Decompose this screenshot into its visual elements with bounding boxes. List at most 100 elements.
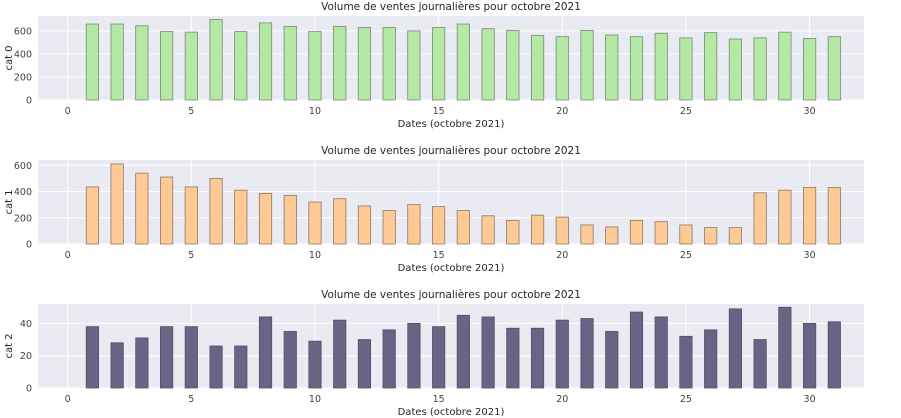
bar <box>209 345 223 389</box>
bar <box>481 316 495 389</box>
y-tick-label: 40 <box>20 319 32 330</box>
bar <box>530 35 545 101</box>
bar <box>778 31 792 101</box>
x-tick-label: 25 <box>680 394 692 405</box>
chart-title: Volume de ventes journalières pour octob… <box>321 289 581 301</box>
subplot-1: 0 200 400 600 0 5 10 15 20 25 30 Volume de ventes j… <box>4 145 864 274</box>
y-tick-label: 0 <box>26 240 32 251</box>
bar <box>753 339 767 389</box>
bar <box>283 331 297 389</box>
bar <box>679 335 693 389</box>
bar <box>407 322 421 389</box>
bar <box>728 227 742 245</box>
y-tick-label: 0 <box>26 96 32 107</box>
bar <box>135 172 149 245</box>
bar <box>654 316 668 389</box>
bar <box>605 331 619 389</box>
bar <box>333 25 347 101</box>
bar <box>357 27 372 101</box>
bar <box>160 326 174 389</box>
bar <box>357 339 372 389</box>
x-tick-label: 0 <box>65 394 71 405</box>
bar <box>827 321 841 389</box>
y-axis-label: cat 2 <box>4 333 15 358</box>
plot-area <box>38 304 864 388</box>
bar <box>629 311 644 389</box>
bar <box>555 36 569 101</box>
bar <box>679 37 693 101</box>
y-axis-label: cat 1 <box>4 189 15 214</box>
bar <box>382 329 396 389</box>
bar <box>308 31 322 101</box>
bar <box>654 32 668 101</box>
x-tick-label: 10 <box>309 106 321 117</box>
bar <box>555 319 569 389</box>
bar <box>184 186 198 245</box>
bar <box>258 193 273 245</box>
y-axis-label: cat 0 <box>4 45 15 70</box>
bar <box>308 201 322 245</box>
x-axis-label: Dates (octobre 2021) <box>398 119 505 130</box>
plot-area <box>38 160 864 244</box>
bar <box>258 316 273 389</box>
bar <box>308 340 322 389</box>
bar <box>357 205 372 245</box>
bar <box>654 221 668 245</box>
bar <box>580 224 594 245</box>
bar <box>135 25 149 101</box>
bar <box>704 227 718 245</box>
subplot-2: 0 20 40 0 5 10 15 20 25 30 Volume de ventes journa… <box>4 289 864 418</box>
bar <box>456 210 470 245</box>
bar <box>753 192 767 245</box>
x-tick-label: 5 <box>188 106 194 117</box>
bar <box>110 23 124 101</box>
bar <box>209 19 223 101</box>
x-tick-label: 30 <box>804 106 816 117</box>
x-tick-label: 0 <box>65 250 71 261</box>
bar <box>234 189 248 245</box>
bar <box>506 29 520 101</box>
x-tick-label: 25 <box>680 106 692 117</box>
x-tick-label: 20 <box>556 106 568 117</box>
bar <box>605 226 619 245</box>
y-tick-label: 600 <box>14 26 32 37</box>
bar <box>679 224 693 245</box>
y-tick-label: 400 <box>14 49 32 60</box>
bar <box>333 319 347 389</box>
y-tick-label: 20 <box>20 351 32 362</box>
bar <box>283 195 297 245</box>
y-tick-label: 400 <box>14 187 32 198</box>
bar <box>85 23 99 101</box>
bar <box>234 345 248 389</box>
bar <box>778 306 792 389</box>
bar <box>407 30 421 101</box>
bar <box>110 342 124 389</box>
bar <box>456 314 470 389</box>
x-tick-label: 25 <box>680 250 692 261</box>
bar <box>135 337 149 389</box>
bar <box>803 187 817 245</box>
bar <box>753 37 767 101</box>
x-tick-label: 20 <box>556 250 568 261</box>
x-tick-label: 5 <box>188 250 194 261</box>
plot-area <box>38 16 864 100</box>
y-tick-label: 0 <box>26 384 32 395</box>
bar <box>110 163 124 245</box>
bar <box>704 329 718 389</box>
bar <box>580 318 594 389</box>
y-tick-label: 200 <box>14 213 32 224</box>
bar <box>629 36 644 101</box>
bar <box>184 326 198 389</box>
bar <box>605 34 619 101</box>
x-tick-label: 15 <box>433 394 445 405</box>
x-axis-label: Dates (octobre 2021) <box>398 263 505 274</box>
bar <box>580 29 594 101</box>
x-tick-label: 15 <box>433 106 445 117</box>
bar <box>704 32 718 101</box>
chart-title: Volume de ventes journalières pour octob… <box>321 1 581 13</box>
bar <box>456 23 470 101</box>
bar <box>803 322 817 389</box>
x-tick-label: 30 <box>804 250 816 261</box>
x-tick-label: 0 <box>65 106 71 117</box>
bar <box>382 27 396 101</box>
